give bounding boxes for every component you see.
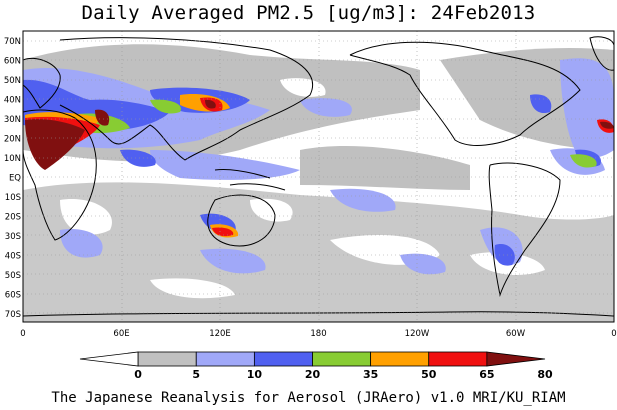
lat-label: 20N <box>4 135 21 145</box>
colorbar-level-label: 5 <box>192 368 200 381</box>
lat-label: 70S <box>5 310 21 320</box>
colorbar-swatch <box>79 351 139 367</box>
colorbar-swatch <box>486 351 546 367</box>
lat-label: EQ <box>9 174 21 184</box>
colorbar: 0 5 10 20 35 50 65 80 <box>79 351 553 381</box>
colorbar-swatch <box>195 351 255 367</box>
map-title: Daily Averaged PM2.5 [ug/m3]: 24Feb2013 <box>81 2 536 24</box>
credit-line: The Japanese Reanalysis for Aerosol (JRA… <box>51 390 566 406</box>
pm25-map: 70N 60N 50N 40N 30N 20N 10N EQ 10S 20S 30S 40S 50S 60… <box>4 30 617 339</box>
lon-label: 60E <box>113 329 129 339</box>
map-frame <box>22 30 615 323</box>
lat-label: 40S <box>5 252 21 262</box>
lat-label: 60N <box>4 57 21 67</box>
lon-label: 0 <box>20 329 25 339</box>
pm25-field <box>23 36 614 322</box>
colorbar-swatch <box>137 351 197 367</box>
lon-label: 120E <box>209 329 231 339</box>
colorbar-level-label: 65 <box>479 368 494 381</box>
lon-label: 60W <box>506 329 526 339</box>
colorbar-level-label: 80 <box>537 368 553 381</box>
lon-label: 0 <box>611 329 616 339</box>
colorbar-level-label: 0 <box>134 368 142 381</box>
lat-label: 60S <box>5 291 21 301</box>
colorbar-level-label: 10 <box>247 368 263 381</box>
lat-label: 30S <box>5 232 21 242</box>
latitude-labels: 70N 60N 50N 40N 30N 20N 10N EQ 10S 20S 30S 40S 50S 60… <box>4 37 21 320</box>
lat-label: 50N <box>4 76 21 86</box>
lat-label: 40N <box>4 96 21 106</box>
colorbar-level-label: 50 <box>421 368 437 381</box>
lat-label: 10S <box>5 193 21 203</box>
colorbar-swatch <box>370 351 430 367</box>
longitude-labels: 0 60E 120E 180 120W 60W 0 <box>20 329 616 339</box>
colorbar-level-label: 35 <box>363 368 378 381</box>
colorbar-level-label: 20 <box>305 368 321 381</box>
lon-label: 120W <box>405 329 430 339</box>
lat-label: 50S <box>5 271 21 281</box>
colorbar-swatch <box>312 351 372 367</box>
lat-label: 10N <box>4 154 21 164</box>
lat-label: 20S <box>5 213 21 223</box>
lon-label: 180 <box>310 329 326 339</box>
lat-label: 30N <box>4 115 21 125</box>
lat-label: 70N <box>4 37 21 47</box>
colorbar-swatch <box>428 351 488 367</box>
colorbar-swatch <box>253 351 313 367</box>
coastlines <box>23 36 614 317</box>
graticule <box>23 31 614 322</box>
